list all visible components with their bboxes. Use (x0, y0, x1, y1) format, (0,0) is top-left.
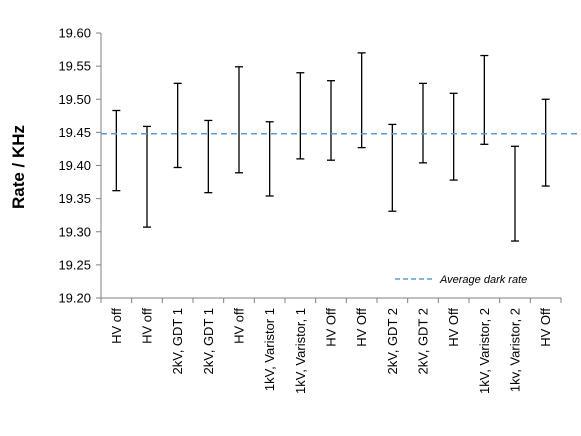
error-bar (143, 125, 151, 228)
y-tick-label: 19.60 (58, 26, 91, 41)
error-bar (511, 145, 519, 242)
y-tick-label: 19.20 (58, 291, 91, 306)
x-tick-label: 1kv, Varistor, 2 (508, 308, 523, 392)
x-tick-label: 1kV, Varistor 1 (262, 308, 277, 391)
error-bar (357, 52, 366, 149)
error-bar (173, 82, 182, 169)
error-bar (480, 54, 489, 145)
x-axis: HV off HV off 2kV, GDT 1 2kV, GDT 1 HV off 1k… (100, 297, 562, 394)
x-tick-label: HV Off (446, 308, 461, 347)
x-tick-label: HV Off (324, 308, 339, 347)
x-tick-label: 2kV, GDT 1 (201, 308, 216, 374)
y-axis: 19.20 19.25 19.30 19.35 19.40 19.45 19.50 19.55… (58, 26, 102, 306)
error-bar (265, 121, 274, 197)
error-bars (112, 52, 550, 242)
x-tick-label: HV off (140, 308, 155, 344)
legend-label: Average dark rate (439, 274, 527, 286)
x-tick-label: 2kV, GDT 2 (416, 308, 431, 374)
x-tick-label: 2kV, GDT 1 (170, 308, 185, 374)
error-bar (296, 72, 305, 160)
x-tick-label: 2kV, GDT 2 (385, 308, 400, 374)
y-tick-label: 19.45 (58, 125, 91, 140)
y-axis-label: Rate / KHz (9, 125, 28, 209)
error-bar (419, 82, 427, 164)
y-tick-label: 19.50 (58, 92, 91, 107)
legend: Average dark rate (395, 274, 527, 286)
error-bar (388, 123, 397, 212)
y-tick-label: 19.35 (58, 191, 91, 206)
x-tick-label: HV off (109, 308, 124, 344)
x-tick-label: HV off (232, 308, 247, 344)
error-bar (327, 80, 335, 161)
x-tick-label: 1kV, Varistor, 2 (477, 308, 492, 394)
x-tick-label: 1kV, Varistor, 1 (293, 308, 308, 394)
error-bar (449, 92, 458, 181)
error-bar (541, 98, 550, 187)
x-tick-label: HV Off (538, 308, 553, 347)
y-tick-label: 19.40 (58, 158, 91, 173)
error-bar (235, 66, 243, 174)
error-bar (204, 119, 213, 194)
x-tick-label: HV Off (354, 308, 369, 347)
y-tick-label: 19.55 (58, 59, 91, 74)
y-tick-label: 19.30 (58, 224, 91, 239)
error-bar (112, 109, 121, 192)
y-tick-label: 19.25 (58, 257, 91, 272)
